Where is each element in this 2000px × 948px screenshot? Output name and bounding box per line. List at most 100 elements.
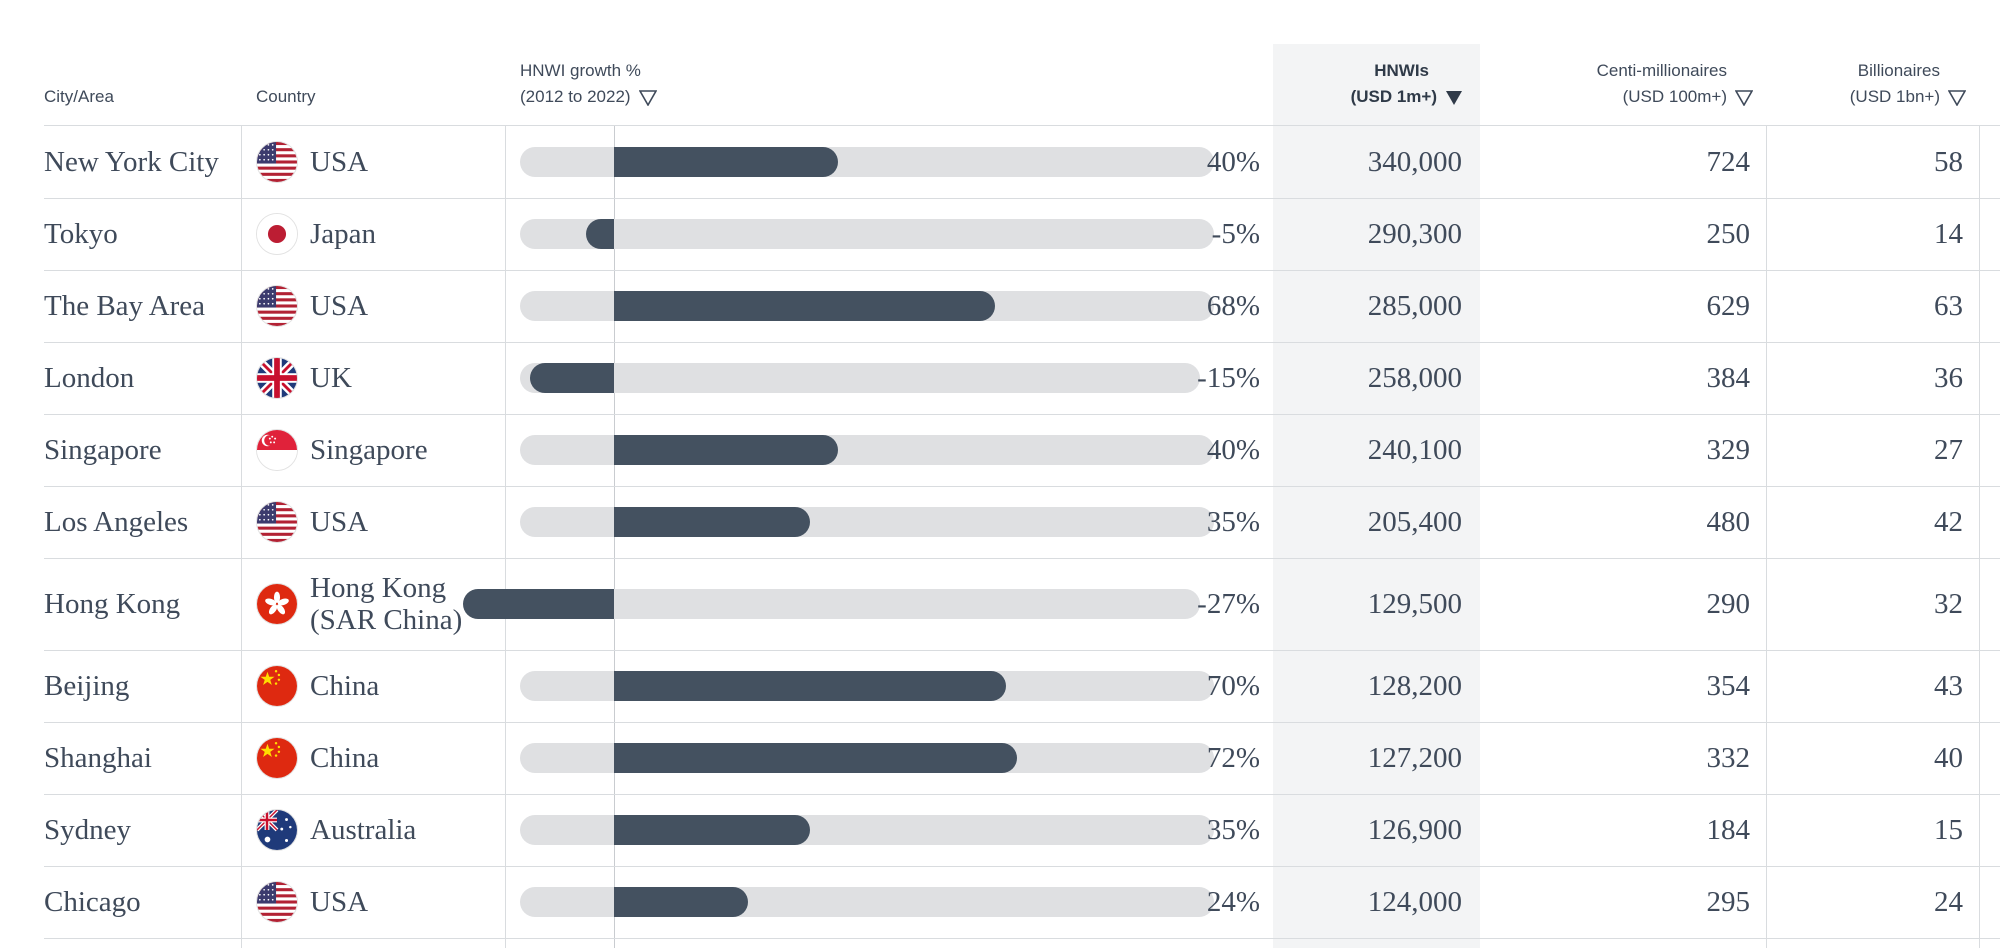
header-billionaires[interactable]: Billionaires (USD 1bn+)	[1780, 58, 1966, 110]
header-divider	[44, 125, 2000, 126]
japan-flag-icon	[256, 213, 298, 255]
usa-flag-icon	[256, 501, 298, 543]
header-country[interactable]: Country	[256, 84, 316, 110]
growth-bar	[614, 887, 749, 917]
city-name: London	[44, 362, 135, 394]
growth-percent: -27%	[1197, 588, 1260, 620]
growth-percent: 72%	[1206, 742, 1260, 774]
centi-millionaire-count: 329	[1706, 434, 1751, 466]
city-name: Singapore	[44, 434, 162, 466]
hnwi-count: 128,200	[1367, 670, 1462, 702]
billionaire-count: 58	[1934, 146, 1963, 178]
header-centi-label-1: Centi-millionaires	[1596, 61, 1727, 80]
australia-flag-icon	[256, 809, 298, 851]
column-divider	[1979, 125, 1980, 948]
growth-bar-track	[520, 589, 1200, 619]
billionaire-count: 27	[1934, 434, 1963, 466]
country-name: Hong Kong (SAR China)	[310, 572, 462, 636]
country-name-line1: Hong Kong	[310, 572, 447, 604]
billionaire-count: 15	[1934, 814, 1963, 846]
row-divider	[44, 414, 2000, 415]
billionaire-count: 63	[1934, 290, 1963, 322]
centi-millionaire-count: 629	[1706, 290, 1751, 322]
country-name: USA	[310, 506, 369, 538]
growth-bar	[614, 435, 838, 465]
row-divider	[44, 342, 2000, 343]
growth-bar	[614, 147, 838, 177]
country-name: Singapore	[310, 434, 428, 466]
header-centi-label-2: (USD 100m+)	[1622, 87, 1727, 106]
hnwi-count: 127,200	[1367, 742, 1462, 774]
growth-percent: 40%	[1206, 146, 1260, 178]
header-centi[interactable]: Centi-millionaires (USD 100m+)	[1500, 58, 1753, 110]
hnwi-count: 124,000	[1367, 886, 1462, 918]
hnwi-count: 240,100	[1367, 434, 1462, 466]
city-name: Tokyo	[44, 218, 118, 250]
row-divider	[44, 722, 2000, 723]
growth-percent: 24%	[1206, 886, 1260, 918]
city-name: New York City	[44, 146, 219, 178]
china-flag-icon	[256, 737, 298, 779]
header-billionaires-label-1: Billionaires	[1857, 61, 1940, 80]
city-name: Beijing	[44, 670, 130, 702]
header-growth-label-2: (2012 to 2022)	[520, 87, 631, 106]
hnwi-count: 285,000	[1367, 290, 1462, 322]
sort-triangle-outline-icon[interactable]	[1735, 89, 1753, 106]
country-name: China	[310, 742, 380, 774]
billionaire-count: 32	[1934, 588, 1963, 620]
header-city[interactable]: City/Area	[44, 84, 114, 110]
header-hnwis-label-1: HNWIs	[1374, 61, 1429, 80]
country-name: Japan	[310, 218, 377, 250]
usa-flag-icon	[256, 881, 298, 923]
growth-percent: 40%	[1206, 434, 1260, 466]
row-divider	[44, 866, 2000, 867]
growth-bar	[614, 671, 1006, 701]
centi-millionaire-count: 354	[1706, 670, 1751, 702]
row-divider	[44, 938, 2000, 939]
growth-bar	[586, 219, 614, 249]
hong-kong-flag-icon	[256, 583, 298, 625]
growth-bar	[614, 507, 810, 537]
growth-bar	[530, 363, 614, 393]
city-name: Shanghai	[44, 742, 152, 774]
sort-triangle-outline-icon[interactable]	[1948, 89, 1966, 106]
centi-millionaire-count: 295	[1706, 886, 1751, 918]
hnwi-count: 290,300	[1367, 218, 1462, 250]
row-divider	[44, 486, 2000, 487]
row-divider	[44, 198, 2000, 199]
header-growth[interactable]: HNWI growth % (2012 to 2022)	[520, 58, 657, 110]
hnwi-count: 126,900	[1367, 814, 1462, 846]
sort-triangle-filled-icon[interactable]	[1445, 90, 1463, 106]
country-name: UK	[310, 362, 352, 394]
billionaire-count: 42	[1934, 506, 1963, 538]
usa-flag-icon	[256, 285, 298, 327]
header-growth-label-1: HNWI growth %	[520, 61, 641, 80]
china-flag-icon	[256, 665, 298, 707]
growth-bar-track	[520, 363, 1200, 393]
growth-percent: -5%	[1211, 218, 1260, 250]
uk-flag-icon	[256, 357, 298, 399]
billionaire-count: 14	[1934, 218, 1963, 250]
centi-millionaire-count: 332	[1706, 742, 1751, 774]
centi-millionaire-count: 480	[1706, 506, 1751, 538]
row-divider	[44, 794, 2000, 795]
billionaire-count: 43	[1934, 670, 1963, 702]
column-divider	[241, 125, 242, 948]
header-hnwis[interactable]: HNWIs (USD 1m+)	[1273, 58, 1463, 110]
hnwi-count: 340,000	[1367, 146, 1462, 178]
row-divider	[44, 270, 2000, 271]
growth-percent: 68%	[1206, 290, 1260, 322]
country-name: USA	[310, 146, 369, 178]
country-name: USA	[310, 290, 369, 322]
growth-percent: 35%	[1206, 506, 1260, 538]
header-hnwis-label-2: (USD 1m+)	[1350, 87, 1437, 106]
sort-triangle-outline-icon[interactable]	[638, 89, 657, 106]
growth-bar	[614, 291, 995, 321]
growth-bar	[614, 815, 810, 845]
country-name-line2: (SAR China)	[310, 604, 463, 636]
singapore-flag-icon	[256, 429, 298, 471]
city-name: Hong Kong	[44, 588, 181, 620]
country-name: China	[310, 670, 380, 702]
growth-bar	[614, 743, 1018, 773]
